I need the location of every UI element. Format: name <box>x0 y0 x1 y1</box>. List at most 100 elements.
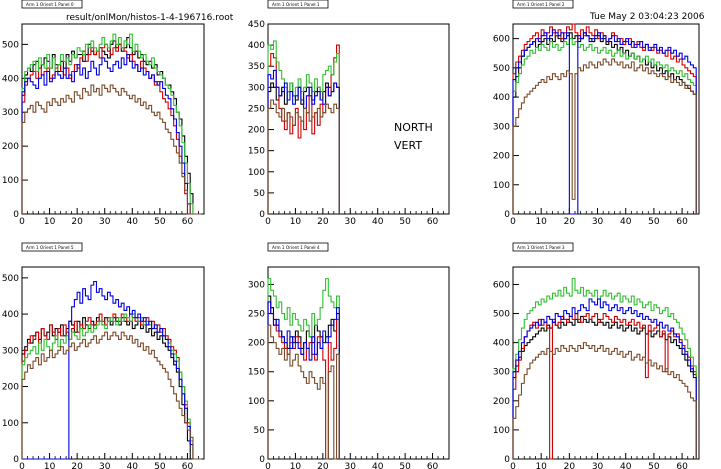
panel-4: Arm 1 Orient 1 Panel 4 0 10 20 30 40 50 60 0 50 10… <box>248 242 450 469</box>
y-tick-label: 100 <box>2 419 19 429</box>
x-tick-label: 30 <box>99 217 111 227</box>
timestamp: Tue May 2 03:04:23 2006 <box>589 12 705 22</box>
series-brown <box>512 58 697 214</box>
x-tick-label: 20 <box>317 462 329 469</box>
x-tick-label: 20 <box>564 462 576 469</box>
series-brown <box>267 324 340 460</box>
file-label: result/onlMon/histos-1-4-196716.root <box>66 13 234 23</box>
series-green <box>512 38 697 214</box>
y-tick-label: 300 <box>493 122 510 132</box>
x-tick-label: 40 <box>620 217 632 227</box>
x-tick-label: 0 <box>510 462 516 469</box>
x-tick-label: 20 <box>564 217 576 227</box>
series-black <box>512 32 697 214</box>
series-brown <box>267 99 340 214</box>
panel-2: Arm 1 Orient 1 Panel 20 10 20 30 40 50 6001002… <box>493 0 700 227</box>
x-tick-label: 60 <box>427 217 439 227</box>
y-tick-label: 200 <box>493 397 510 407</box>
series-green <box>267 278 340 459</box>
y-tick-label: 200 <box>493 152 510 162</box>
x-tick-label: 50 <box>154 462 166 469</box>
plot-frame <box>267 266 450 460</box>
x-tick-label: 0 <box>265 462 271 469</box>
annotation-north: NORTH <box>394 121 433 134</box>
x-tick-label: 10 <box>44 462 56 469</box>
series-black <box>512 315 697 459</box>
x-tick-label: 40 <box>372 462 384 469</box>
panel-title-box <box>21 242 83 252</box>
y-tick-label: 100 <box>248 168 265 178</box>
y-tick-label: 400 <box>493 93 510 103</box>
y-tick-label: 0 <box>259 455 265 465</box>
x-tick-label: 50 <box>648 462 660 469</box>
x-tick-label: 10 <box>535 462 547 469</box>
panel-0: Arm 1 Orient 1 Panel 0 0 10 20 30 40 50 60 0 100 2… <box>2 0 205 227</box>
y-tick-label: 400 <box>2 310 19 320</box>
x-tick-label: 0 <box>19 217 25 227</box>
x-tick-label: 60 <box>427 462 439 469</box>
x-tick-label: 30 <box>592 217 604 227</box>
series-blue <box>21 53 202 215</box>
panel-title: Arm 1 Orient 1 Panel 5 <box>26 245 74 250</box>
series-blue <box>267 69 340 214</box>
panel-title: Arm 1 Orient 1 Panel 4 <box>272 245 320 250</box>
y-tick-label: 600 <box>493 35 510 45</box>
series-green <box>512 278 697 459</box>
x-tick-label: 60 <box>182 217 194 227</box>
y-tick-label: 200 <box>248 126 265 136</box>
x-tick-label: 50 <box>648 217 660 227</box>
y-tick-label: 0 <box>13 210 19 220</box>
y-tick-label: 500 <box>493 310 510 320</box>
y-tick-label: 250 <box>248 310 265 320</box>
x-tick-label: 20 <box>71 217 83 227</box>
x-tick-label: 50 <box>154 217 166 227</box>
x-tick-label: 40 <box>127 462 139 469</box>
panel-5: Arm 1 Orient 1 Panel 30 10 20 30 40 50 6001002… <box>493 242 700 469</box>
series-brown <box>21 331 202 460</box>
panel-title: Arm 1 Orient 1 Panel 3 <box>517 245 565 250</box>
y-tick-label: 100 <box>248 397 265 407</box>
y-tick-label: 0 <box>13 455 19 465</box>
x-tick-label: 20 <box>317 217 329 227</box>
series-brown <box>21 84 202 215</box>
x-tick-label: 40 <box>127 217 139 227</box>
y-tick-label: 300 <box>248 280 265 290</box>
x-tick-label: 50 <box>399 462 411 469</box>
x-tick-label: 0 <box>510 217 516 227</box>
x-tick-label: 0 <box>265 217 271 227</box>
x-tick-label: 30 <box>592 462 604 469</box>
y-tick-label: 150 <box>248 147 265 157</box>
y-tick-label: 50 <box>254 426 266 436</box>
y-tick-label: 400 <box>2 74 19 84</box>
x-tick-label: 30 <box>99 462 111 469</box>
series-green <box>21 33 202 215</box>
x-tick-label: 10 <box>44 217 56 227</box>
x-tick-label: 30 <box>345 462 357 469</box>
panel-title-box <box>267 242 329 252</box>
annotation-vert: VERT <box>394 139 422 152</box>
series-red <box>512 23 697 214</box>
y-tick-label: 150 <box>248 368 265 378</box>
x-tick-label: 0 <box>19 462 25 469</box>
panel-title-box <box>512 0 574 9</box>
y-tick-label: 500 <box>2 274 19 284</box>
x-tick-label: 30 <box>345 217 357 227</box>
plot-frame <box>512 266 700 460</box>
x-tick-label: 60 <box>676 462 688 469</box>
y-tick-label: 500 <box>2 40 19 50</box>
series-blue <box>512 29 697 215</box>
y-tick-label: 600 <box>493 280 510 290</box>
x-tick-label: 10 <box>290 462 302 469</box>
y-tick-label: 0 <box>259 210 265 220</box>
y-tick-label: 50 <box>254 189 266 199</box>
y-tick-label: 300 <box>2 346 19 356</box>
y-tick-label: 100 <box>493 426 510 436</box>
series-red <box>21 43 202 215</box>
y-tick-label: 0 <box>504 455 510 465</box>
y-tick-label: 300 <box>493 368 510 378</box>
y-tick-label: 250 <box>248 104 265 114</box>
series-green <box>267 40 340 214</box>
y-tick-label: 200 <box>248 339 265 349</box>
panel-title-box <box>267 0 329 9</box>
